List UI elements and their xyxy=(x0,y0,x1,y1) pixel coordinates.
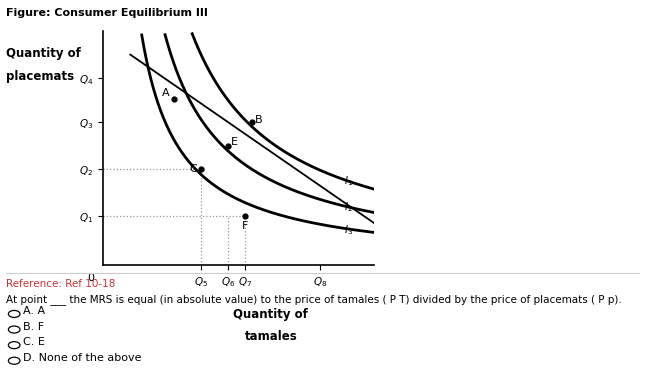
Text: E: E xyxy=(230,137,237,147)
Text: $I_2$: $I_2$ xyxy=(344,200,353,214)
Text: B. F: B. F xyxy=(23,322,45,332)
Text: Quantity of: Quantity of xyxy=(233,308,308,321)
Text: Quantity of: Quantity of xyxy=(6,47,81,60)
Text: D. None of the above: D. None of the above xyxy=(23,353,142,363)
Text: F: F xyxy=(243,222,248,231)
Text: A: A xyxy=(162,89,170,98)
Text: $I_1$: $I_1$ xyxy=(344,174,353,188)
Text: $I_3$: $I_3$ xyxy=(344,223,353,237)
Text: Reference: Ref 10-18: Reference: Ref 10-18 xyxy=(6,279,116,289)
Text: C. E: C. E xyxy=(23,337,45,347)
Text: tamales: tamales xyxy=(244,330,297,342)
Text: C: C xyxy=(190,164,197,174)
Text: A. A: A. A xyxy=(23,306,45,316)
Text: placemats: placemats xyxy=(6,70,75,83)
Text: B: B xyxy=(255,115,263,125)
Text: 0: 0 xyxy=(88,273,95,283)
Text: At point ___ the MRS is equal (in absolute value) to the price of tamales ( P T): At point ___ the MRS is equal (in absolu… xyxy=(6,294,622,305)
Text: Figure: Consumer Equilibrium III: Figure: Consumer Equilibrium III xyxy=(6,8,208,18)
